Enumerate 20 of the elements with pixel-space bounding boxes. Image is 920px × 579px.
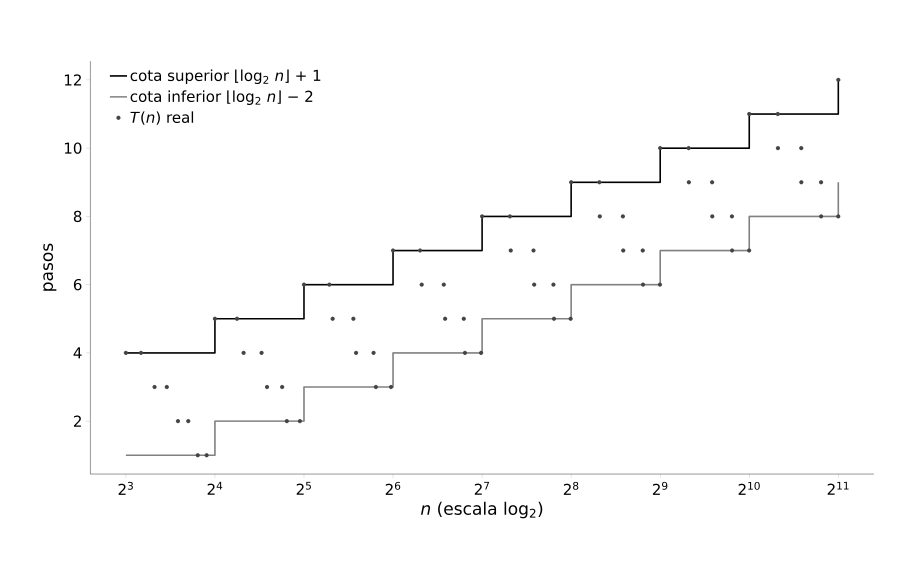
legend-label: T(n) real: [130, 111, 194, 125]
y-tick-label: 8: [74, 210, 82, 222]
y-tick-label: 4: [74, 347, 82, 358]
x-tick-label: 2$^{6}$: [386, 482, 400, 495]
x-tick-label: 2$^{11}$: [828, 482, 849, 495]
legend-label: cota inferior ⌊log$_{2}$ n⌋ − 2: [130, 90, 312, 105]
x-tick-label: 2$^{10}$: [738, 482, 760, 495]
x-tick-label: 2$^{5}$: [296, 482, 311, 495]
x-tick-label: 2$^{8}$: [564, 482, 578, 495]
x-axis-title: n (escala log$_{2}$): [420, 502, 542, 518]
y-tick-label: 2: [74, 415, 81, 427]
x-tick-label: 2$^{7}$: [474, 482, 490, 495]
y-tick-label: 6: [74, 278, 82, 290]
x-tick-label: 2$^{4}$: [208, 482, 222, 495]
y-tick-label: 10: [64, 142, 82, 154]
y-tick-label: 12: [64, 74, 81, 86]
x-tick-label: 2$^{3}$: [118, 482, 133, 495]
legend-label: cota superior ⌊log$_{2}$ n⌋ + 1: [130, 69, 320, 84]
x-tick-label: 2$^{9}$: [652, 482, 668, 495]
y-axis-title: pasos: [43, 244, 56, 291]
